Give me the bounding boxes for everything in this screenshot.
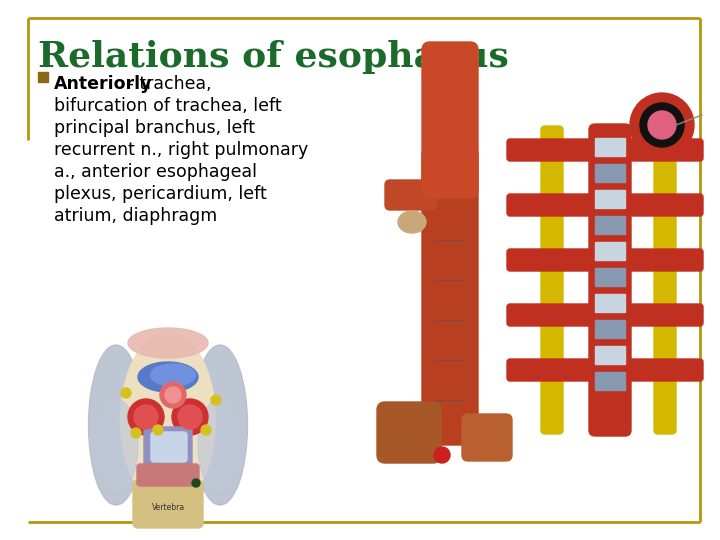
Circle shape: [434, 447, 450, 463]
Circle shape: [128, 399, 164, 435]
FancyBboxPatch shape: [654, 126, 676, 434]
Text: recurrent n., right pulmonary: recurrent n., right pulmonary: [54, 141, 308, 159]
Ellipse shape: [423, 173, 477, 203]
Ellipse shape: [138, 362, 198, 392]
FancyBboxPatch shape: [595, 242, 625, 260]
FancyBboxPatch shape: [595, 190, 625, 208]
FancyBboxPatch shape: [144, 427, 192, 467]
FancyBboxPatch shape: [507, 139, 598, 161]
FancyBboxPatch shape: [622, 139, 703, 161]
Circle shape: [121, 388, 131, 398]
FancyBboxPatch shape: [133, 480, 203, 528]
FancyBboxPatch shape: [595, 268, 625, 286]
FancyBboxPatch shape: [622, 249, 703, 271]
Ellipse shape: [128, 328, 208, 358]
Circle shape: [211, 395, 221, 405]
Ellipse shape: [89, 345, 143, 505]
FancyBboxPatch shape: [507, 249, 598, 271]
FancyBboxPatch shape: [595, 372, 625, 390]
Circle shape: [160, 382, 186, 408]
Circle shape: [134, 405, 158, 429]
FancyBboxPatch shape: [422, 145, 478, 445]
Ellipse shape: [398, 211, 426, 233]
Circle shape: [192, 479, 200, 487]
Text: atrium, diaphragm: atrium, diaphragm: [54, 207, 217, 225]
Circle shape: [178, 405, 202, 429]
FancyBboxPatch shape: [595, 164, 625, 182]
Circle shape: [640, 103, 684, 147]
Text: Vertebra: Vertebra: [151, 503, 184, 511]
FancyBboxPatch shape: [507, 304, 598, 326]
FancyBboxPatch shape: [137, 464, 199, 486]
Ellipse shape: [98, 400, 138, 490]
Circle shape: [131, 428, 141, 438]
FancyBboxPatch shape: [622, 194, 703, 216]
FancyBboxPatch shape: [595, 138, 625, 156]
FancyBboxPatch shape: [377, 402, 441, 463]
FancyBboxPatch shape: [622, 304, 703, 326]
FancyBboxPatch shape: [507, 194, 598, 216]
FancyBboxPatch shape: [622, 359, 703, 381]
FancyBboxPatch shape: [595, 320, 625, 338]
FancyBboxPatch shape: [595, 294, 625, 312]
Circle shape: [648, 111, 676, 139]
Text: Anteriorly: Anteriorly: [54, 75, 153, 93]
Ellipse shape: [150, 364, 196, 386]
FancyBboxPatch shape: [595, 216, 625, 234]
Text: bifurcation of trachea, left: bifurcation of trachea, left: [54, 97, 282, 115]
FancyBboxPatch shape: [541, 126, 563, 434]
FancyBboxPatch shape: [385, 180, 437, 210]
Circle shape: [201, 425, 211, 435]
Text: a., anterior esophageal: a., anterior esophageal: [54, 163, 257, 181]
FancyBboxPatch shape: [589, 124, 631, 436]
Circle shape: [165, 387, 181, 403]
FancyBboxPatch shape: [507, 359, 598, 381]
Ellipse shape: [120, 333, 215, 508]
Circle shape: [153, 425, 163, 435]
Circle shape: [630, 93, 694, 157]
FancyBboxPatch shape: [595, 346, 625, 364]
Ellipse shape: [192, 345, 248, 505]
Text: plexus, pericardium, left: plexus, pericardium, left: [54, 185, 266, 203]
Text: Relations of esophagus: Relations of esophagus: [38, 40, 509, 75]
Circle shape: [172, 399, 208, 435]
FancyBboxPatch shape: [462, 414, 512, 461]
Bar: [38, 72, 48, 82]
Text: principal branchus, left: principal branchus, left: [54, 119, 255, 137]
Ellipse shape: [198, 400, 238, 490]
FancyBboxPatch shape: [422, 42, 478, 198]
Text: - trachea,: - trachea,: [122, 75, 212, 93]
FancyBboxPatch shape: [151, 432, 187, 462]
